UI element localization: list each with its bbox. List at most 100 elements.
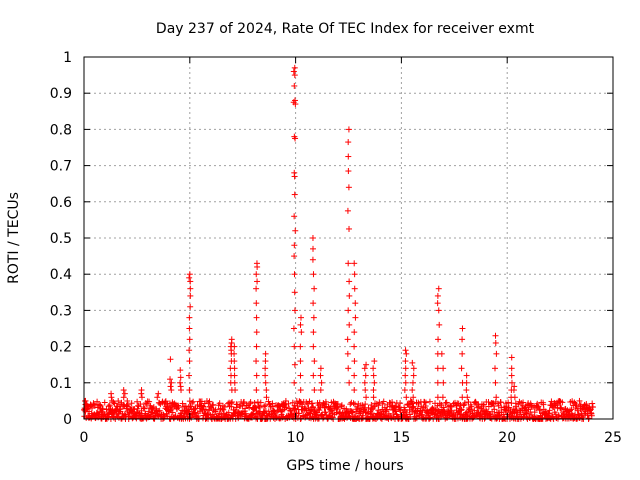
data-point xyxy=(434,379,441,386)
data-point xyxy=(291,289,298,296)
data-point xyxy=(210,401,217,408)
data-point xyxy=(435,336,442,343)
data-point xyxy=(409,379,416,386)
data-point xyxy=(442,400,449,407)
data-point xyxy=(212,406,219,413)
data-point xyxy=(402,372,409,379)
data-point xyxy=(345,307,352,314)
data-point xyxy=(438,350,445,357)
data-point xyxy=(228,403,235,410)
data-point xyxy=(298,329,305,336)
data-point xyxy=(311,285,318,292)
data-point xyxy=(396,406,403,413)
data-point xyxy=(124,397,131,404)
chart-title: Day 237 of 2024, Rate Of TEC Index for r… xyxy=(156,21,535,37)
y-tick-label: 0.9 xyxy=(50,86,72,102)
data-point xyxy=(186,274,193,281)
data-point xyxy=(422,399,429,406)
data-point xyxy=(361,379,368,386)
data-point xyxy=(106,402,113,409)
data-point xyxy=(371,379,378,386)
data-point xyxy=(345,139,352,146)
data-point xyxy=(90,401,97,408)
data-point xyxy=(402,358,409,365)
data-point xyxy=(290,68,297,75)
data-point xyxy=(491,406,498,413)
data-point xyxy=(559,399,566,406)
data-point xyxy=(297,387,304,394)
data-point xyxy=(345,126,352,133)
data-point xyxy=(573,402,580,409)
data-point xyxy=(291,82,298,89)
data-point xyxy=(162,398,169,405)
data-point xyxy=(363,361,370,368)
data-point xyxy=(316,407,323,414)
data-point xyxy=(434,365,441,372)
data-point xyxy=(167,376,174,383)
data-point xyxy=(410,365,417,372)
data-point xyxy=(338,402,345,409)
data-point xyxy=(362,372,369,379)
data-point xyxy=(251,404,258,411)
y-tick-label: 0.1 xyxy=(50,376,72,392)
data-point xyxy=(120,394,127,401)
x-tick-label: 0 xyxy=(80,430,89,446)
data-point xyxy=(154,394,161,401)
data-point xyxy=(588,412,595,419)
data-point xyxy=(491,365,498,372)
data-point xyxy=(360,414,367,421)
data-point xyxy=(262,350,269,357)
data-point xyxy=(186,271,193,278)
data-point xyxy=(263,387,270,394)
data-point xyxy=(468,406,475,413)
data-points xyxy=(81,64,596,422)
data-point xyxy=(225,400,232,407)
data-point xyxy=(292,227,299,234)
data-point xyxy=(291,242,298,249)
data-point xyxy=(291,191,298,198)
data-point xyxy=(186,314,193,321)
data-point xyxy=(345,365,352,372)
data-point xyxy=(492,332,499,339)
data-point xyxy=(440,379,447,386)
data-point xyxy=(186,325,193,332)
data-point xyxy=(463,372,470,379)
data-point xyxy=(262,379,269,386)
data-point xyxy=(363,409,370,416)
data-point xyxy=(370,372,377,379)
data-point xyxy=(311,387,318,394)
data-point xyxy=(168,379,175,386)
data-point xyxy=(350,400,357,407)
data-point xyxy=(253,300,260,307)
data-point xyxy=(346,292,353,299)
data-point xyxy=(82,397,89,404)
data-point xyxy=(309,235,316,241)
data-point xyxy=(186,387,193,394)
data-point xyxy=(346,321,353,328)
data-point xyxy=(239,402,246,409)
data-point xyxy=(436,321,443,328)
data-point xyxy=(459,350,466,357)
data-point xyxy=(317,372,324,379)
data-point xyxy=(231,358,238,365)
data-point xyxy=(403,409,410,416)
data-point xyxy=(187,303,194,310)
data-point xyxy=(177,383,184,390)
data-point xyxy=(261,409,268,416)
data-point xyxy=(461,400,468,407)
data-point xyxy=(344,207,351,214)
data-point xyxy=(253,285,260,292)
data-point xyxy=(221,403,228,410)
data-point xyxy=(345,153,352,160)
data-point xyxy=(174,405,181,412)
data-point xyxy=(291,361,298,368)
data-point xyxy=(318,379,325,386)
y-tick-label: 0.5 xyxy=(50,231,72,247)
data-point xyxy=(295,410,302,417)
data-point xyxy=(505,404,512,411)
data-point xyxy=(336,410,343,417)
data-point xyxy=(370,394,377,401)
data-point xyxy=(291,379,298,386)
data-point xyxy=(120,387,127,394)
data-point xyxy=(115,398,122,405)
